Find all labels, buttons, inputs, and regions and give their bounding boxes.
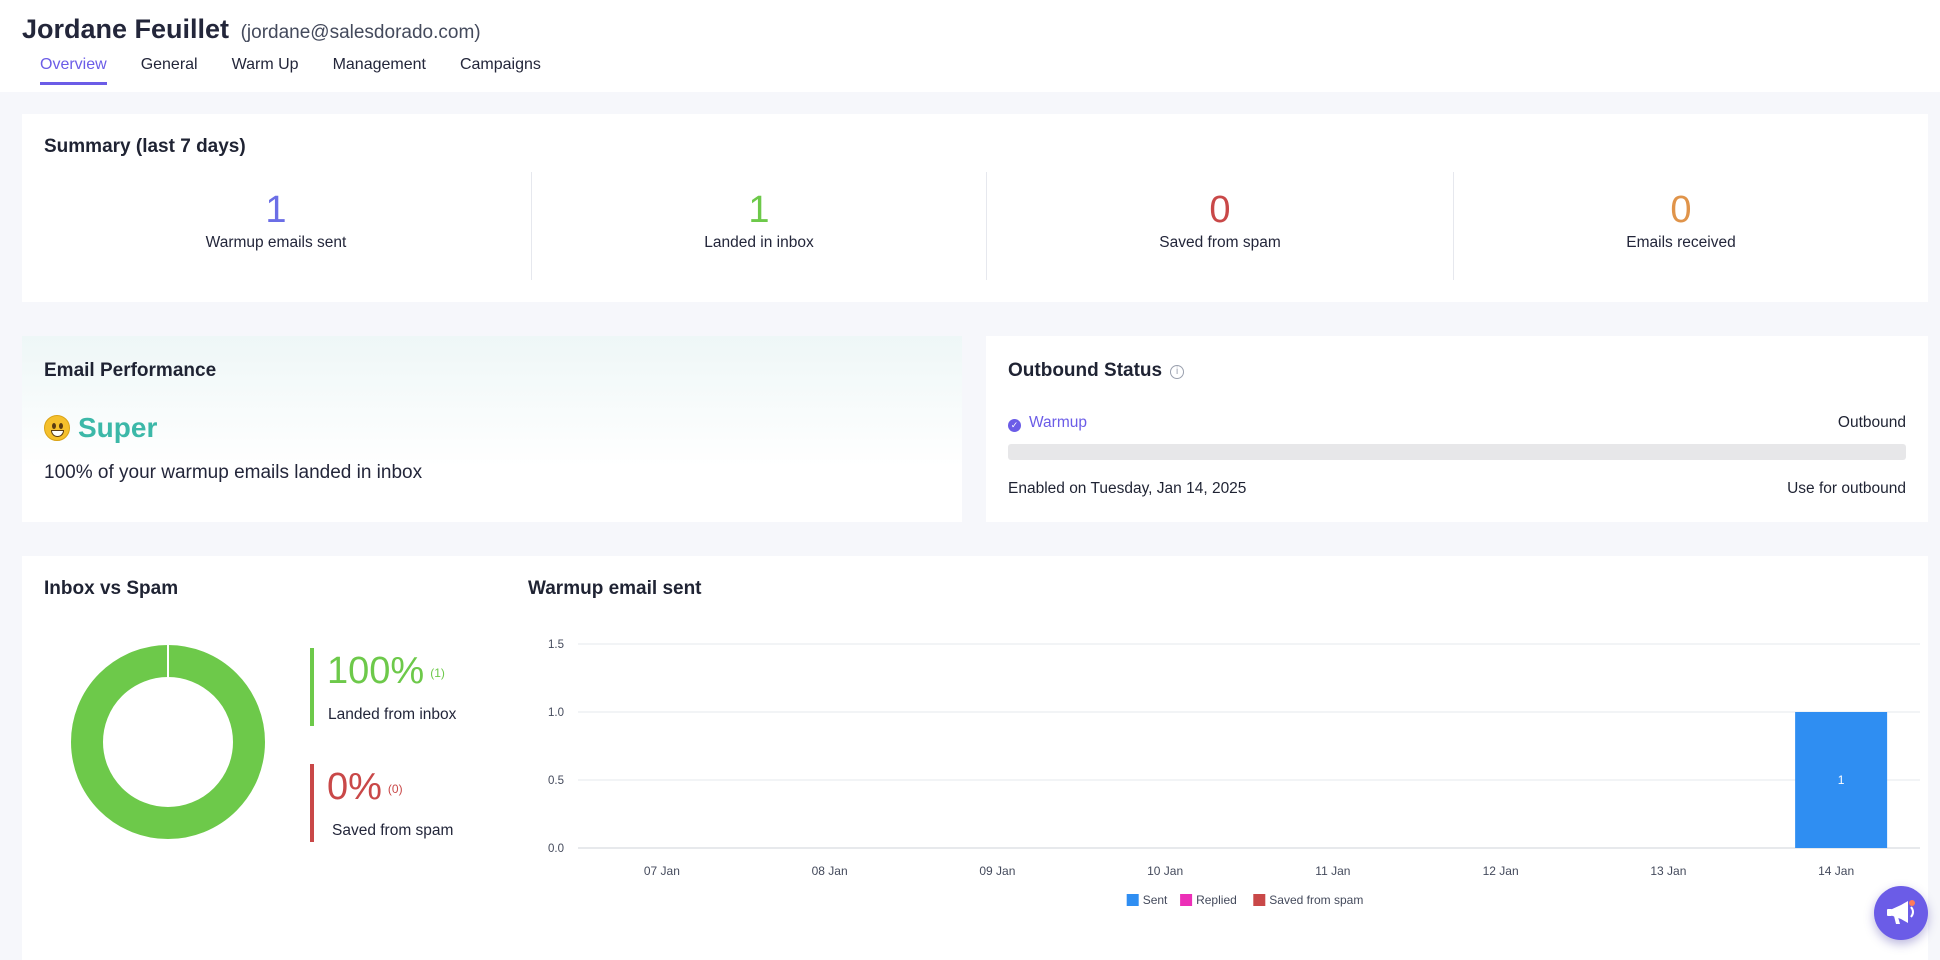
chat-support-button[interactable] xyxy=(1874,886,1928,940)
x-tick-label: 11 Jan xyxy=(1315,864,1350,878)
x-tick-label: 09 Jan xyxy=(979,864,1015,878)
summary-card: Summary (last 7 days) 1 Warmup emails se… xyxy=(22,114,1928,302)
performance-description: 100% of your warmup emails landed in inb… xyxy=(44,462,423,483)
outbound-title-text: Outbound Status xyxy=(1008,360,1163,381)
inbox-legend-bar xyxy=(310,648,314,726)
account-email: (jordane@salesdorado.com) xyxy=(240,22,481,43)
x-tick-label: 12 Jan xyxy=(1483,864,1519,878)
tab-overview[interactable]: Overview xyxy=(40,56,107,85)
stat-divider xyxy=(531,172,532,280)
stat-landed-inbox: 1 Landed in inbox xyxy=(532,172,986,282)
use-for-outbound-link[interactable]: Use for outbound xyxy=(1787,480,1906,497)
stat-value: 1 xyxy=(748,189,770,231)
warmup-status: ✓ Warmup xyxy=(1008,414,1087,432)
inbox-label: Landed from inbox xyxy=(328,706,457,723)
page-header: Jordane Feuillet (jordane@salesdorado.co… xyxy=(0,0,1940,92)
info-icon[interactable]: i xyxy=(1170,365,1185,379)
stat-value: 1 xyxy=(265,189,287,231)
rating-text: Super xyxy=(78,412,158,443)
performance-title: Email Performance xyxy=(44,360,217,381)
spam-percent: 0% (0) xyxy=(327,766,403,809)
inbox-count: (1) xyxy=(430,666,445,680)
x-tick-label: 08 Jan xyxy=(812,864,848,878)
x-tick-label: 10 Jan xyxy=(1147,864,1183,878)
account-title: Jordane Feuillet (jordane@salesdorado.co… xyxy=(22,14,481,45)
y-tick-label: 1.5 xyxy=(548,639,564,651)
inbox-percent-value: 100% xyxy=(327,650,425,692)
outbound-status-card: Outbound Status i ✓ Warmup Outbound Enable… xyxy=(986,336,1928,522)
inbox-spam-chart-card: Inbox vs Spam 100% (1) Landed from inbox … xyxy=(22,556,1928,960)
spam-percent-value: 0% xyxy=(327,766,382,808)
stat-saved-spam: 0 Saved from spam xyxy=(987,172,1453,282)
outbound-progress-bar xyxy=(1008,444,1906,460)
outbound-title: Outbound Status i xyxy=(1008,360,1185,382)
tab-bar: Overview General Warm Up Management Camp… xyxy=(40,56,575,85)
stat-warmup-sent: 1 Warmup emails sent xyxy=(22,172,530,282)
stat-value: 0 xyxy=(1670,189,1692,231)
legend-swatch xyxy=(1180,894,1193,906)
summary-title: Summary (last 7 days) xyxy=(44,136,246,157)
x-tick-label: 14 Jan xyxy=(1818,864,1854,878)
stat-divider xyxy=(986,172,987,280)
x-tick-label: 13 Jan xyxy=(1650,864,1686,878)
y-tick-label: 1.0 xyxy=(548,707,564,719)
warmup-sent-bar-chart: 0.0 0.5 1.0 1.5 07 Jan 08 Jan 09 Jan 10 Jan 11 J… xyxy=(548,639,1920,907)
donut-inbox-segment xyxy=(71,645,265,839)
tab-campaigns[interactable]: Campaigns xyxy=(459,56,541,73)
bar-sent xyxy=(1795,712,1888,848)
outbound-footer-row: Enabled on Tuesday, Jan 14, 2025 Use for… xyxy=(1008,480,1906,498)
inbox-spam-title: Inbox vs Spam xyxy=(44,578,179,599)
spam-count: (0) xyxy=(387,782,403,796)
check-circle-icon: ✓ xyxy=(1008,419,1021,432)
smiley-face-icon xyxy=(44,415,70,441)
legend-label: Replied xyxy=(1196,893,1237,907)
warmup-label: Warmup xyxy=(1029,414,1087,431)
legend-label: Saved from spam xyxy=(1269,893,1363,907)
stat-label: Landed in inbox xyxy=(704,234,814,251)
enabled-date: Enabled on Tuesday, Jan 14, 2025 xyxy=(1008,480,1247,497)
account-name: Jordane Feuillet xyxy=(22,14,230,44)
bar-data-label: 1 xyxy=(1838,773,1845,787)
stat-label: Saved from spam xyxy=(1159,234,1281,251)
y-tick-label: 0.0 xyxy=(548,843,564,855)
megaphone-icon xyxy=(1887,900,1915,924)
y-tick-label: 0.5 xyxy=(548,775,564,787)
tab-warm-up[interactable]: Warm Up xyxy=(231,56,299,73)
stat-emails-received: 0 Emails received xyxy=(1454,172,1908,282)
inbox-spam-donut xyxy=(71,645,265,839)
tab-general[interactable]: General xyxy=(140,56,198,73)
performance-rating: Super xyxy=(44,412,157,444)
stat-label: Emails received xyxy=(1626,234,1736,251)
outbound-status-row: ✓ Warmup Outbound xyxy=(1008,414,1906,432)
tab-management[interactable]: Management xyxy=(332,56,426,73)
chart-title: Warmup email sent xyxy=(528,578,702,599)
stat-value: 0 xyxy=(1209,189,1231,231)
spam-label: Saved from spam xyxy=(332,822,454,839)
stat-divider xyxy=(1453,172,1454,280)
x-tick-label: 07 Jan xyxy=(644,864,680,878)
spam-legend-bar xyxy=(310,764,314,842)
stat-label: Warmup emails sent xyxy=(205,234,347,251)
outbound-label: Outbound xyxy=(1837,414,1906,431)
legend-label: Sent xyxy=(1143,893,1168,907)
email-performance-card: Email Performance Super 100% of your war… xyxy=(22,336,962,522)
legend-swatch xyxy=(1126,894,1139,906)
legend-swatch xyxy=(1253,894,1266,906)
inbox-percent: 100% (1) xyxy=(327,650,445,693)
